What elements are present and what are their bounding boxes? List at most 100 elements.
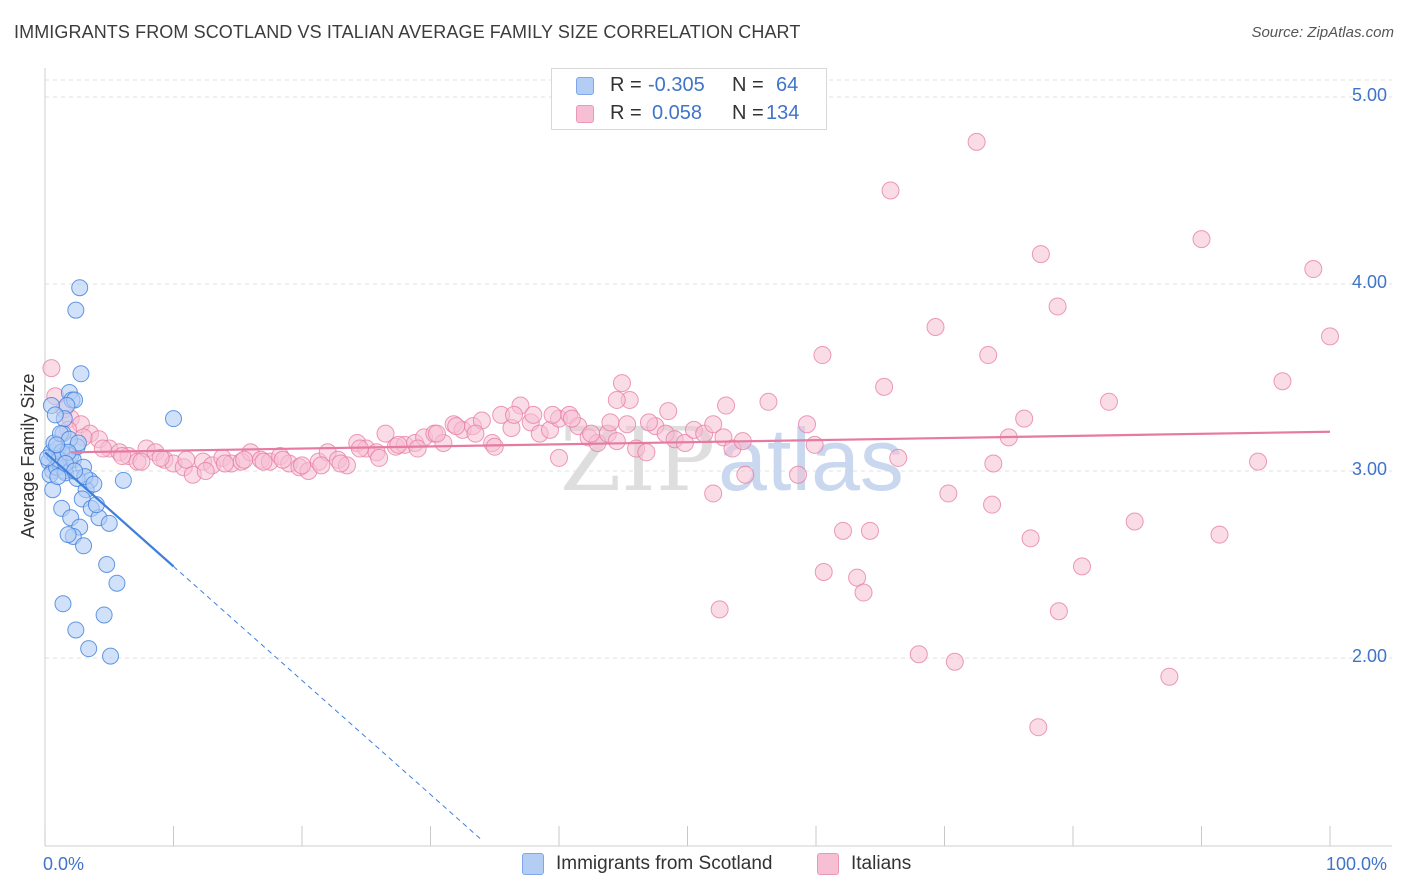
data-point-italians bbox=[177, 450, 196, 469]
legend-row-scotland: R = -0.305 N = 64 bbox=[552, 71, 826, 101]
data-point-scotland bbox=[75, 537, 93, 555]
data-point-italians bbox=[979, 346, 998, 365]
data-point-italians bbox=[1021, 529, 1040, 548]
data-point-italians bbox=[1192, 230, 1211, 249]
trend-line-scotland bbox=[44, 451, 175, 568]
data-point-italians bbox=[543, 405, 562, 424]
data-point-italians bbox=[1304, 260, 1323, 279]
data-point-italians bbox=[1072, 557, 1091, 576]
data-point-scotland bbox=[98, 556, 116, 573]
data-point-italians bbox=[562, 409, 581, 428]
legend-label-italians: Italians bbox=[851, 853, 912, 874]
data-point-italians bbox=[93, 439, 112, 458]
data-point-scotland bbox=[80, 640, 98, 658]
data-point-italians bbox=[427, 424, 446, 443]
y-tick-label: 4.00 bbox=[1352, 272, 1388, 292]
data-point-italians bbox=[550, 448, 568, 467]
data-point-italians bbox=[607, 390, 626, 409]
data-point-italians bbox=[113, 447, 132, 466]
data-point-scotland bbox=[85, 475, 103, 493]
data-point-italians bbox=[881, 181, 900, 200]
n-value: 64 bbox=[776, 74, 799, 96]
x-tick-label-max: 100.0% bbox=[1326, 854, 1388, 874]
series-legend: Immigrants from Scotland Italians bbox=[0, 850, 1406, 880]
data-point-italians bbox=[1321, 327, 1339, 346]
y-axis-label: Average Family Size bbox=[18, 374, 38, 539]
data-point-italians bbox=[939, 484, 958, 503]
data-point-italians bbox=[132, 452, 151, 471]
data-point-scotland bbox=[108, 574, 126, 592]
data-point-italians bbox=[376, 424, 395, 443]
data-point-italians bbox=[293, 456, 311, 475]
data-point-italians bbox=[408, 439, 427, 458]
data-point-italians bbox=[601, 413, 620, 432]
data-point-scotland bbox=[114, 471, 132, 489]
data-point-italians bbox=[639, 413, 658, 432]
data-point-italians bbox=[945, 652, 964, 671]
data-point-italians bbox=[814, 562, 833, 581]
data-point-italians bbox=[1031, 245, 1050, 264]
data-point-italians bbox=[331, 454, 350, 473]
data-point-italians bbox=[983, 495, 1002, 514]
r-label: R = bbox=[610, 74, 642, 96]
data-point-italians bbox=[889, 448, 908, 467]
data-point-scotland bbox=[59, 526, 77, 544]
legend-swatch-blue bbox=[522, 853, 544, 875]
data-point-italians bbox=[984, 454, 1003, 473]
data-point-italians bbox=[736, 465, 755, 484]
data-point-italians bbox=[151, 448, 170, 467]
data-point-italians bbox=[447, 417, 466, 436]
data-point-scotland bbox=[67, 621, 85, 639]
data-point-italians bbox=[1249, 452, 1268, 471]
data-point-italians bbox=[854, 583, 873, 602]
n-label: N = bbox=[732, 102, 764, 124]
data-point-scotland bbox=[67, 301, 85, 319]
data-point-italians bbox=[704, 415, 723, 434]
y-tick-label: 2.00 bbox=[1352, 646, 1388, 666]
data-point-italians bbox=[909, 645, 928, 664]
data-point-italians bbox=[235, 450, 254, 469]
y-tick-label: 3.00 bbox=[1352, 459, 1388, 479]
data-point-italians bbox=[637, 443, 656, 462]
data-point-scotland bbox=[71, 279, 89, 297]
legend-swatch-pink bbox=[576, 105, 594, 123]
data-point-scotland bbox=[95, 606, 113, 624]
data-point-scotland bbox=[102, 647, 120, 665]
data-point-italians bbox=[1210, 525, 1229, 544]
legend-row-italians: R = 0.058 N = 134 bbox=[552, 99, 826, 129]
data-point-italians bbox=[370, 448, 389, 467]
data-point-italians bbox=[805, 435, 824, 454]
data-point-scotland bbox=[49, 468, 67, 486]
data-point-scotland bbox=[54, 595, 72, 613]
data-point-italians bbox=[254, 452, 273, 471]
data-point-italians bbox=[798, 415, 817, 434]
r-label: R = bbox=[610, 102, 642, 124]
data-point-scotland bbox=[100, 514, 118, 532]
data-point-italians bbox=[1015, 409, 1034, 428]
data-point-italians bbox=[717, 396, 736, 415]
data-point-italians bbox=[505, 405, 524, 424]
legend-swatch-pink bbox=[817, 853, 839, 875]
data-point-italians bbox=[485, 437, 504, 456]
data-point-italians bbox=[1029, 718, 1048, 737]
data-point-italians bbox=[848, 568, 867, 587]
data-point-italians bbox=[607, 432, 626, 451]
data-point-scotland bbox=[48, 436, 66, 454]
data-point-italians bbox=[1099, 392, 1118, 411]
data-point-italians bbox=[42, 359, 61, 378]
data-point-scotland bbox=[165, 410, 182, 428]
r-value: 0.058 bbox=[652, 102, 703, 124]
trend-line-italians bbox=[70, 430, 1331, 454]
chart-title: IMMIGRANTS FROM SCOTLAND VS ITALIAN AVER… bbox=[14, 22, 801, 42]
data-point-italians bbox=[704, 484, 723, 503]
data-point-italians bbox=[659, 402, 678, 421]
y-tick-label: 5.00 bbox=[1352, 85, 1388, 105]
data-point-italians bbox=[1049, 602, 1068, 621]
data-point-italians bbox=[215, 454, 234, 473]
data-point-italians bbox=[1125, 512, 1144, 531]
correlation-legend: R = -0.305 N = 64 R = 0.058 N = 134 bbox=[551, 68, 827, 130]
trend-line-scotland-extension bbox=[173, 565, 483, 841]
data-point-scotland bbox=[46, 406, 64, 424]
x-tick-label-min: 0.0% bbox=[43, 854, 85, 874]
